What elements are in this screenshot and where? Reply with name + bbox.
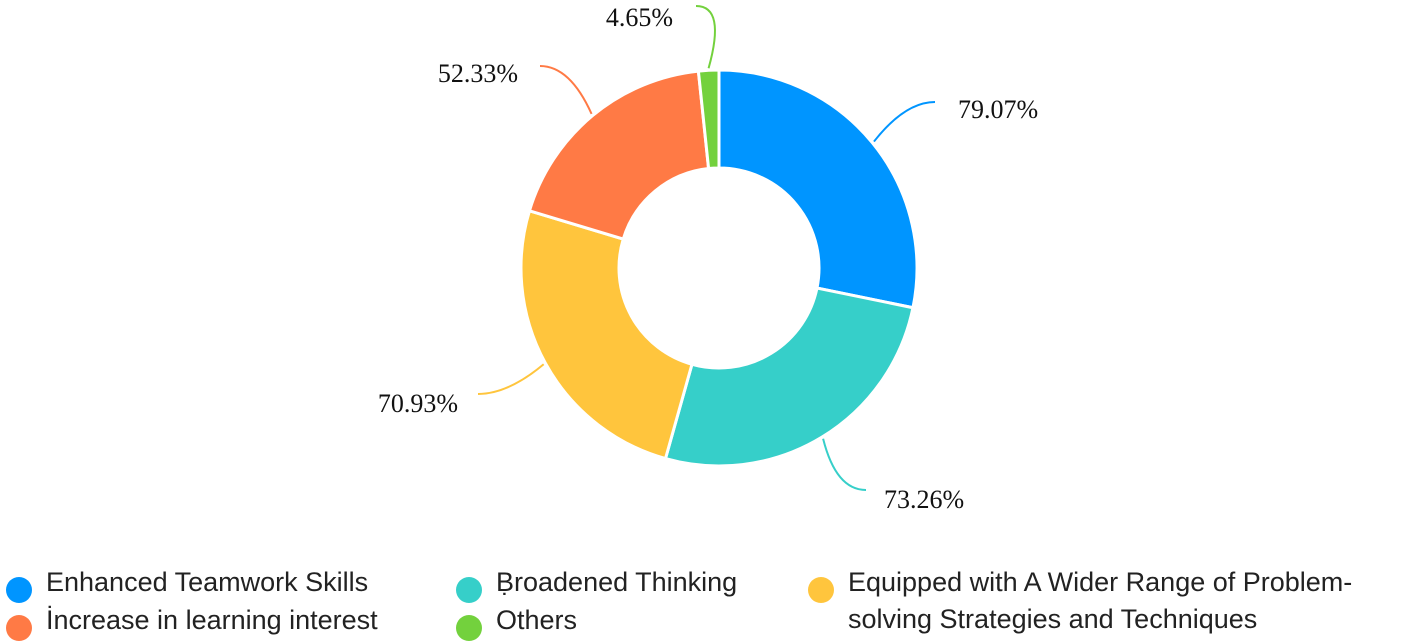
leader-line-4 <box>695 5 716 69</box>
legend-swatch-icon <box>456 577 482 603</box>
leader-line-1 <box>822 438 867 491</box>
slice-label-2: 70.93% <box>378 389 458 418</box>
legend-label: Enhanced Teamwork Skills <box>46 567 369 597</box>
leader-line-0 <box>873 101 936 143</box>
legend-item-increase-in-learning-interest[interactable]: İncrease in learning interest <box>6 602 378 641</box>
donut-slice-3[interactable] <box>527 69 711 241</box>
legend-swatch-icon <box>808 577 834 603</box>
legend-item-problem-solving-strategies[interactable]: Equipped with A Wider Range of Problem-s… <box>808 564 1417 638</box>
legend-item-broadened-thinking[interactable]: Ḅroadened Thinking <box>456 564 737 603</box>
legend-item-others[interactable]: Others <box>456 602 577 641</box>
legend: Enhanced Teamwork Skills İncrease in lea… <box>0 560 1417 644</box>
slice-label-0: 79.07% <box>958 95 1038 124</box>
leader-line-2 <box>477 363 545 395</box>
donut-chart: 79.07% 73.26% 70.93% 52.33% 4.65% <box>378 3 1038 514</box>
donut-slices <box>519 68 919 468</box>
legend-swatch-icon <box>6 577 32 603</box>
donut-slice-0[interactable] <box>717 68 919 310</box>
legend-swatch-icon <box>456 615 482 641</box>
legend-label: Ḅroadened Thinking <box>496 567 738 597</box>
slice-label-1: 73.26% <box>884 485 964 514</box>
slice-labels: 79.07% 73.26% 70.93% 52.33% 4.65% <box>378 3 1038 514</box>
donut-slice-4[interactable] <box>696 68 721 171</box>
donut-slice-2[interactable] <box>519 208 694 461</box>
legend-label: İncrease in learning interest <box>46 605 378 635</box>
legend-swatch-icon <box>6 615 32 641</box>
slice-label-3: 52.33% <box>438 59 518 88</box>
slice-label-4: 4.65% <box>606 3 673 32</box>
legend-label: Others <box>496 605 578 635</box>
legend-item-enhanced-teamwork-skills[interactable]: Enhanced Teamwork Skills <box>6 564 368 603</box>
legend-label: Equipped with A Wider Range of Problem-s… <box>848 567 1353 634</box>
leader-lines <box>477 5 936 491</box>
donut-slice-1[interactable] <box>663 286 915 468</box>
leader-line-3 <box>539 65 593 115</box>
